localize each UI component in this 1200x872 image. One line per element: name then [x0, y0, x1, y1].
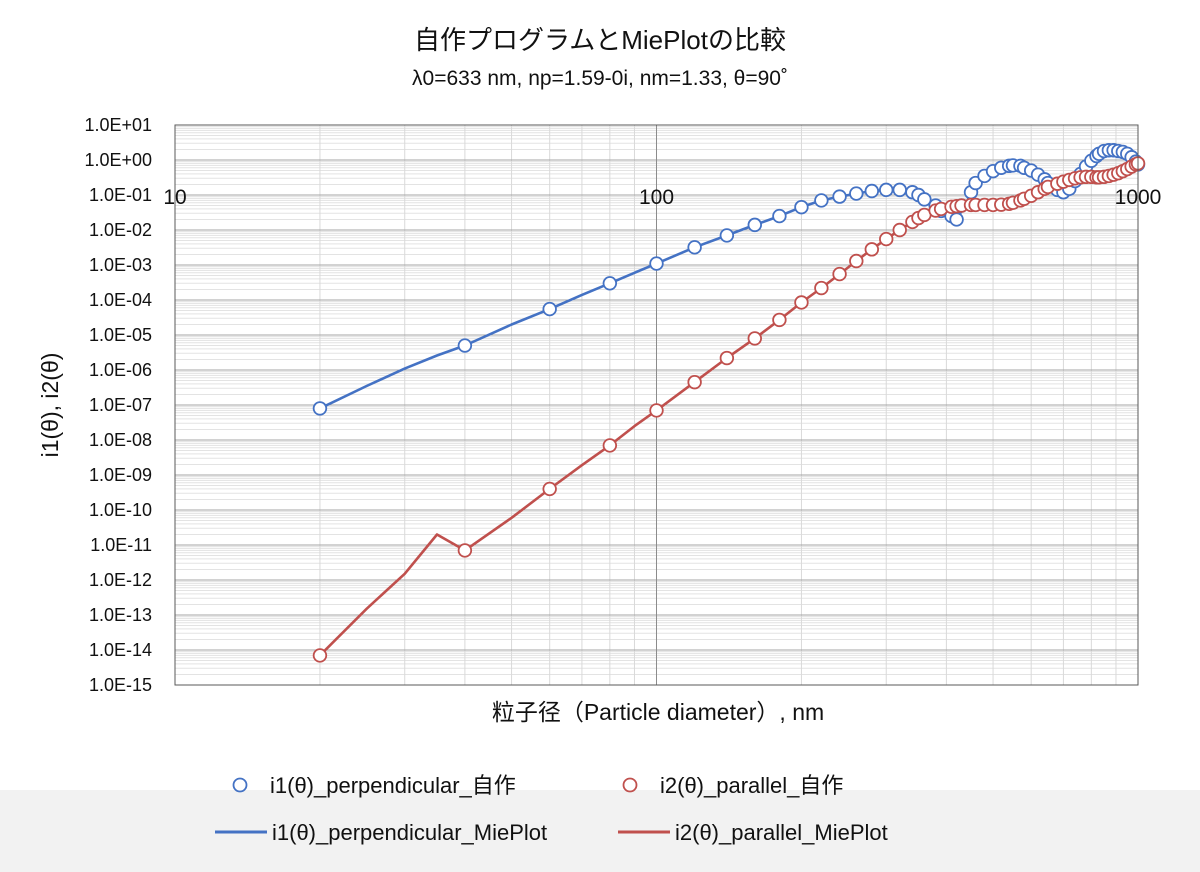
- data-point: [814, 193, 829, 208]
- data-point: [832, 266, 847, 282]
- x-tick-label: 1000: [1115, 186, 1162, 209]
- chart-subtitle: λ0=633 nm, np=1.59-0i, nm=1.33, θ=90˚: [412, 67, 788, 90]
- data-point: [747, 217, 762, 233]
- y-tick-label: 1.0E-09: [89, 465, 152, 485]
- y-tick-label: 1.0E-06: [89, 360, 152, 380]
- data-point: [687, 240, 702, 255]
- data-point: [917, 192, 932, 207]
- y-tick-label: 1.0E-05: [89, 325, 152, 345]
- data-point: [602, 276, 618, 291]
- plot-frame: [174, 124, 1139, 686]
- data-point: [864, 183, 880, 199]
- y-tick-label: 1.0E-10: [89, 500, 152, 520]
- data-point: [719, 228, 735, 243]
- y-tick-label: 1.0E-11: [90, 535, 152, 555]
- y-axis-label: i1(θ), i2(θ): [37, 353, 63, 458]
- data-point: [772, 208, 787, 224]
- data-point: [312, 648, 328, 663]
- y-tick-label: 1.0E-02: [89, 220, 152, 240]
- y-tick-label: 1.0E-03: [89, 255, 152, 275]
- legend: i1(θ)_perpendicular_自作 i2(θ)_parallel_自作i…: [215, 773, 888, 845]
- data-point: [719, 350, 735, 366]
- data-point: [772, 312, 787, 328]
- y-tick-label: 1.0E+01: [84, 115, 152, 135]
- data-point: [849, 253, 864, 269]
- x-tick-label: 100: [639, 186, 674, 209]
- data-point: [602, 438, 618, 453]
- x-axis-label: 粒子径（Particle diameter）, nm: [492, 699, 824, 725]
- data-point: [542, 481, 557, 497]
- data-point: [747, 331, 762, 346]
- data-point: [849, 186, 864, 201]
- y-tick-label: 1.0E-07: [89, 395, 152, 415]
- y-tick-label: 1.0E-08: [89, 430, 152, 450]
- data-point: [312, 401, 328, 416]
- series-layer: [312, 143, 1146, 663]
- legend-label: i1(θ)_perpendicular_自作: [270, 773, 516, 798]
- y-tick-label: 1.0E-12: [89, 570, 152, 590]
- data-point: [649, 403, 664, 418]
- data-point: [649, 256, 664, 271]
- data-point: [794, 199, 809, 215]
- data-point: [794, 295, 809, 310]
- chart-title: 自作プログラムとMiePlotの比較: [414, 25, 786, 55]
- legend-label: i1(θ)_perpendicular_MiePlot: [272, 820, 547, 845]
- y-tick-label: 1.0E-14: [89, 640, 152, 660]
- data-point: [542, 301, 557, 317]
- x-tick-label: 10: [163, 186, 186, 209]
- legend-label: i2(θ)_parallel_自作: [660, 773, 843, 798]
- legend-label: i2(θ)_parallel_MiePlot: [675, 820, 888, 845]
- legend-marker: [622, 777, 638, 793]
- y-tick-label: 1.0E-15: [89, 675, 152, 695]
- y-tick-label: 1.0E-04: [89, 290, 152, 310]
- y-tick-label: 1.0E-01: [89, 185, 152, 205]
- legend-background: [0, 790, 1200, 872]
- data-point: [814, 280, 829, 296]
- y-tick-label: 1.0E+00: [84, 150, 152, 170]
- data-point: [864, 242, 880, 257]
- data-point: [457, 338, 473, 353]
- data-point: [879, 182, 894, 198]
- data-point: [832, 189, 847, 204]
- data-point: [892, 182, 907, 198]
- y-tick-label: 1.0E-13: [89, 605, 152, 625]
- data-point: [949, 212, 964, 227]
- data-point: [457, 543, 473, 558]
- legend-marker: [232, 777, 248, 793]
- data-point: [892, 222, 907, 238]
- axes: 1.0E+01 1.0E+00 1.0E-01 1.0E-02 1.0E-03 1.0E-…: [84, 115, 1161, 695]
- data-point: [879, 231, 894, 247]
- data-point: [687, 374, 702, 390]
